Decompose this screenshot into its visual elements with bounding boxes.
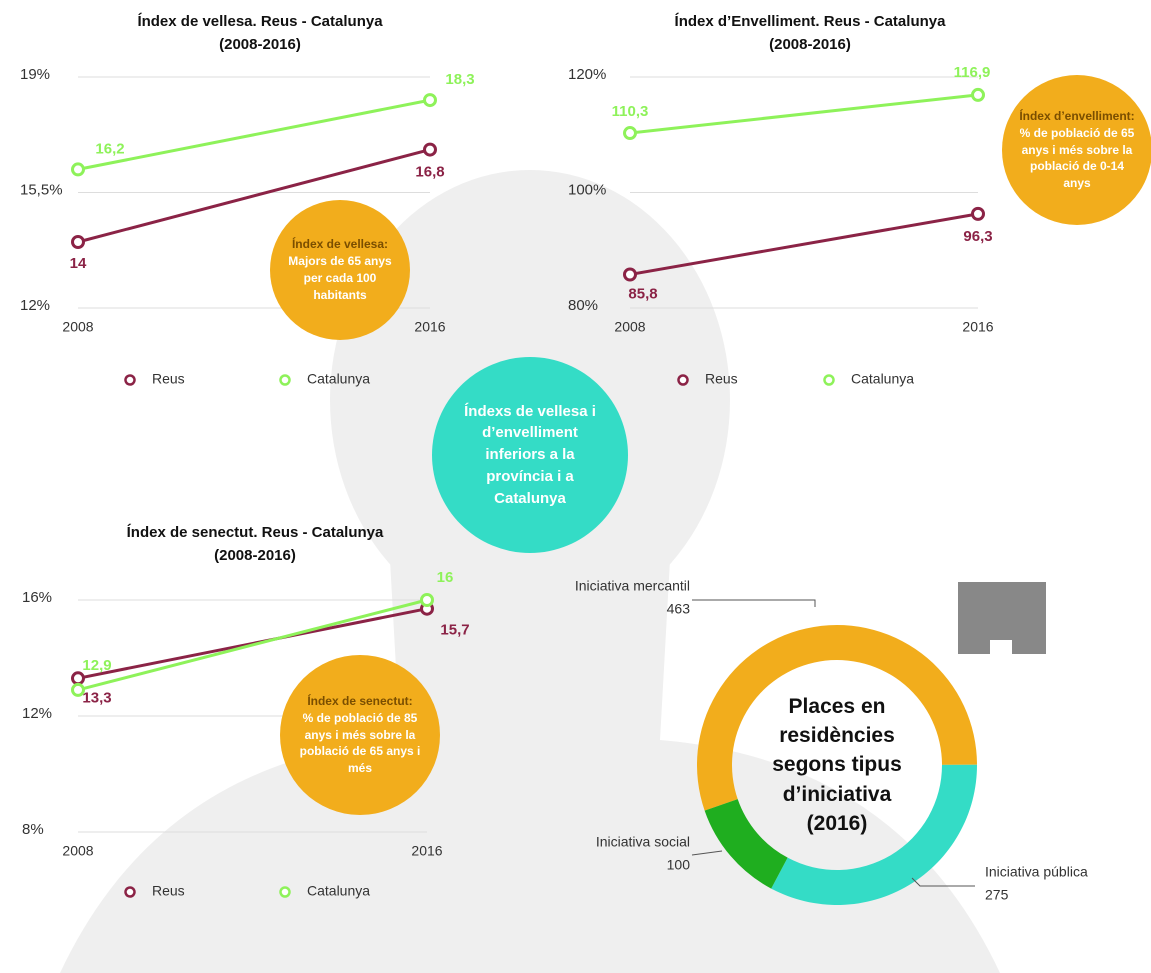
y-tick-label: 12%	[22, 705, 52, 722]
legend-marker	[124, 374, 136, 386]
value-label: 96,3	[963, 228, 992, 245]
donut-segment	[704, 799, 788, 889]
legend-marker	[677, 374, 689, 386]
value-label: 116,9	[954, 64, 991, 81]
line	[77, 598, 428, 692]
chart-title: Índex de vellesa. Reus - Catalunya	[137, 13, 383, 30]
value-label: 12,9	[82, 657, 111, 674]
chart-subtitle: (2008-2016)	[219, 36, 301, 53]
y-tick-label: 8%	[22, 821, 44, 838]
point	[71, 671, 85, 686]
legend-label: Catalunya	[851, 371, 914, 387]
value-label: 14	[70, 255, 87, 272]
note-bubble: Índexs de vellesa i d’envelliment inferi…	[432, 357, 628, 553]
category-label: Iniciativa pública	[985, 864, 1088, 880]
y-tick-label: 15,5%	[20, 181, 63, 198]
x-tick-label: 2008	[614, 319, 645, 335]
value-label: 16,8	[415, 164, 444, 181]
y-tick-label: 80%	[568, 297, 598, 314]
leader-line	[911, 877, 975, 887]
annotation-title: Índex de vellesa:	[291, 237, 389, 252]
legend-marker	[279, 886, 291, 898]
leader-line	[691, 850, 723, 856]
category-label: Iniciativa mercantil	[575, 578, 690, 594]
value-label: 463	[667, 601, 691, 617]
value-label: 18,3	[445, 71, 474, 88]
value-label: 15,7	[440, 622, 469, 639]
annotation-text: % de població de 65 anys i més sobre la …	[1019, 125, 1135, 191]
x-tick-label: 2008	[62, 319, 93, 335]
y-tick-label: 12%	[20, 297, 50, 314]
legend-marker	[124, 886, 136, 898]
y-tick-label: 100%	[568, 181, 606, 198]
point	[623, 126, 637, 141]
line	[77, 98, 431, 171]
x-tick-label: 2016	[962, 319, 993, 335]
y-tick-label: 120%	[568, 66, 606, 83]
annotation-text: % de població de 85 anys i més sobre la …	[299, 710, 421, 776]
legend-label: Reus	[152, 883, 185, 899]
point	[420, 593, 434, 607]
donut-segment	[771, 764, 977, 905]
value-label: 100	[667, 857, 691, 873]
point	[971, 206, 985, 221]
point	[71, 235, 85, 249]
annotation-title: Índex d’envelliment:	[1019, 109, 1135, 123]
annotation-text: Majors de 65 anys per cada 100 habitants	[288, 254, 392, 302]
point	[423, 93, 437, 108]
donut-segment	[696, 624, 977, 811]
legend-label: Reus	[152, 371, 185, 387]
line	[77, 148, 431, 244]
legend-marker	[279, 374, 291, 386]
legend-label: Catalunya	[307, 371, 370, 387]
legend-label: Reus	[705, 371, 738, 387]
annotation-bubble: Índex d’envelliment: % de població de 65 …	[1002, 75, 1151, 225]
point	[623, 267, 637, 282]
value-label: 16,2	[95, 140, 124, 157]
x-tick-label: 2008	[62, 843, 93, 859]
building-icon	[958, 582, 1046, 654]
value-label: 13,3	[82, 689, 111, 706]
annotation-bubble: Índex de vellesa: Majors de 65 anys per c…	[270, 200, 410, 340]
point	[423, 142, 437, 157]
y-tick-label: 16%	[22, 589, 52, 606]
value-label: 16	[437, 569, 454, 586]
annotation-title: Índex de senectut:	[307, 694, 413, 708]
annotation-bubble: Índex de senectut: % de població de 85 an…	[280, 655, 440, 815]
line	[629, 212, 979, 276]
chart-subtitle: (2008-2016)	[769, 36, 851, 53]
leader-line	[692, 599, 816, 607]
chart-title: Índex d’Envelliment. Reus - Catalunya	[675, 13, 947, 30]
value-label: 275	[985, 887, 1009, 903]
y-tick-label: 19%	[20, 66, 50, 83]
x-tick-label: 2016	[414, 319, 445, 335]
line	[629, 93, 979, 135]
chart-title: Índex de senectut. Reus - Catalunya	[127, 524, 384, 541]
point	[71, 682, 85, 697]
chart-subtitle: (2008-2016)	[214, 547, 296, 564]
x-tick-label: 2016	[411, 843, 442, 859]
point	[71, 162, 85, 177]
point	[971, 87, 985, 102]
legend-marker	[823, 374, 835, 386]
value-label: 85,8	[628, 285, 657, 302]
donut-title: Places en residències segons tipus d’ini…	[772, 694, 902, 836]
value-label: 110,3	[612, 103, 649, 120]
category-label: Iniciativa social	[596, 834, 690, 850]
legend-label: Catalunya	[307, 883, 370, 899]
